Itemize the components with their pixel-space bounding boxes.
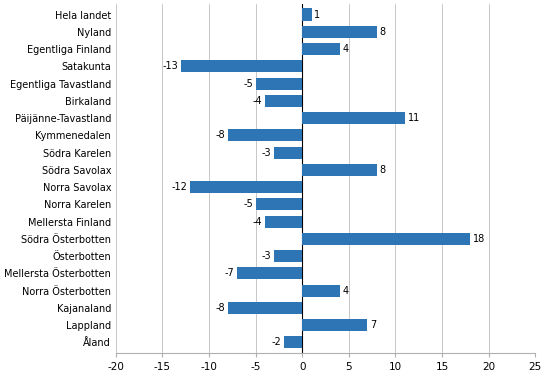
Bar [228, 302, 302, 314]
Text: 7: 7 [370, 320, 377, 330]
Text: 11: 11 [407, 113, 420, 123]
Bar [265, 95, 302, 107]
Bar [191, 181, 302, 193]
Text: -7: -7 [224, 268, 234, 278]
Text: -4: -4 [253, 96, 262, 106]
Bar [302, 164, 377, 176]
Text: -12: -12 [172, 182, 188, 192]
Text: -3: -3 [262, 148, 271, 158]
Text: 4: 4 [342, 286, 348, 296]
Text: 8: 8 [379, 27, 385, 37]
Bar [228, 129, 302, 141]
Bar [302, 285, 340, 297]
Text: -3: -3 [262, 251, 271, 261]
Bar [256, 198, 302, 211]
Bar [302, 112, 405, 124]
Bar [302, 43, 340, 55]
Text: 1: 1 [314, 9, 321, 20]
Bar [302, 9, 312, 21]
Text: 18: 18 [473, 234, 485, 244]
Text: -5: -5 [243, 79, 253, 89]
Bar [283, 337, 302, 349]
Bar [274, 147, 302, 159]
Bar [265, 215, 302, 228]
Bar [302, 26, 377, 38]
Text: -4: -4 [253, 217, 262, 227]
Text: -5: -5 [243, 199, 253, 209]
Bar [274, 250, 302, 262]
Text: -8: -8 [215, 303, 225, 313]
Text: 8: 8 [379, 165, 385, 175]
Bar [256, 77, 302, 89]
Text: 4: 4 [342, 44, 348, 54]
Bar [181, 60, 302, 72]
Bar [302, 319, 367, 331]
Bar [237, 267, 302, 279]
Text: -8: -8 [215, 130, 225, 140]
Text: -13: -13 [163, 61, 179, 71]
Text: -2: -2 [271, 337, 281, 347]
Bar [302, 233, 470, 245]
